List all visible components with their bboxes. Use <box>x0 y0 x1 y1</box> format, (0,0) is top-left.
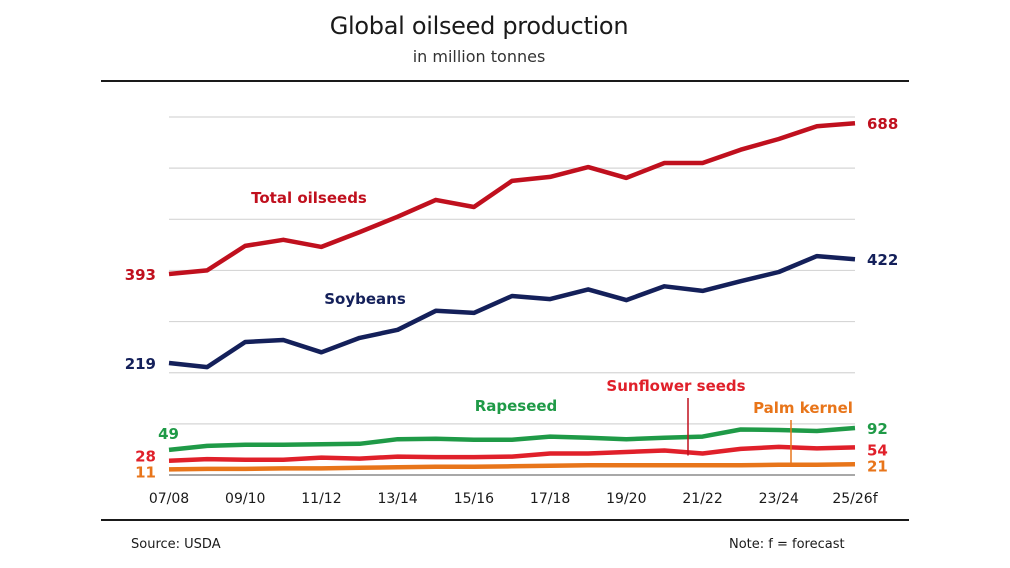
chart-title: Global oilseed production <box>329 12 629 40</box>
series-line-total-oilseeds <box>168 120 856 277</box>
series-label-rapeseed: Rapeseed <box>475 397 558 415</box>
start-value-label-palm-kernel: 11 <box>135 463 156 481</box>
end-value-label-total-oilseeds: 688 <box>867 115 898 133</box>
x-tick-label: 25/26f <box>832 491 878 507</box>
start-value-label-rapeseed: 49 <box>158 425 179 443</box>
series-line-soybeans <box>168 253 856 370</box>
x-tick-label: 15/16 <box>454 491 494 507</box>
x-tick-label: 09/10 <box>225 491 265 507</box>
start-value-label-total-oilseeds: 393 <box>125 266 156 284</box>
series-label-palm-kernel: Palm kernel <box>753 399 853 417</box>
series-label-total-oilseeds: Total oilseeds <box>251 189 367 207</box>
series-label-sunflower-seeds: Sunflower seeds <box>606 377 745 395</box>
series-label-soybeans: Soybeans <box>324 290 406 308</box>
top-divider <box>101 80 909 82</box>
series-line-rapeseed <box>168 425 856 453</box>
x-tick-label: 13/14 <box>377 491 417 507</box>
x-tick-label: 07/08 <box>149 491 189 507</box>
end-value-label-palm-kernel: 21 <box>867 457 888 475</box>
x-tick-label: 11/12 <box>301 491 341 507</box>
series-line-sunflower-seeds <box>168 444 856 463</box>
x-tick-label: 19/20 <box>606 491 646 507</box>
end-value-label-rapeseed: 92 <box>867 420 888 438</box>
end-value-label-soybeans: 422 <box>867 251 898 269</box>
start-value-label-sunflower-seeds: 28 <box>135 448 156 466</box>
end-value-label-sunflower-seeds: 54 <box>867 441 888 459</box>
source-note: Source: USDA <box>131 537 221 552</box>
x-tick-label: 17/18 <box>530 491 570 507</box>
x-tick-label: 23/24 <box>759 491 799 507</box>
chart-subtitle: in million tonnes <box>412 47 546 66</box>
start-value-label-soybeans: 219 <box>125 355 156 373</box>
series-line-palm-kernel <box>168 462 856 472</box>
bottom-divider <box>101 519 909 521</box>
x-tick-label: 21/22 <box>682 491 722 507</box>
forecast-note: Note: f = forecast <box>729 537 845 552</box>
